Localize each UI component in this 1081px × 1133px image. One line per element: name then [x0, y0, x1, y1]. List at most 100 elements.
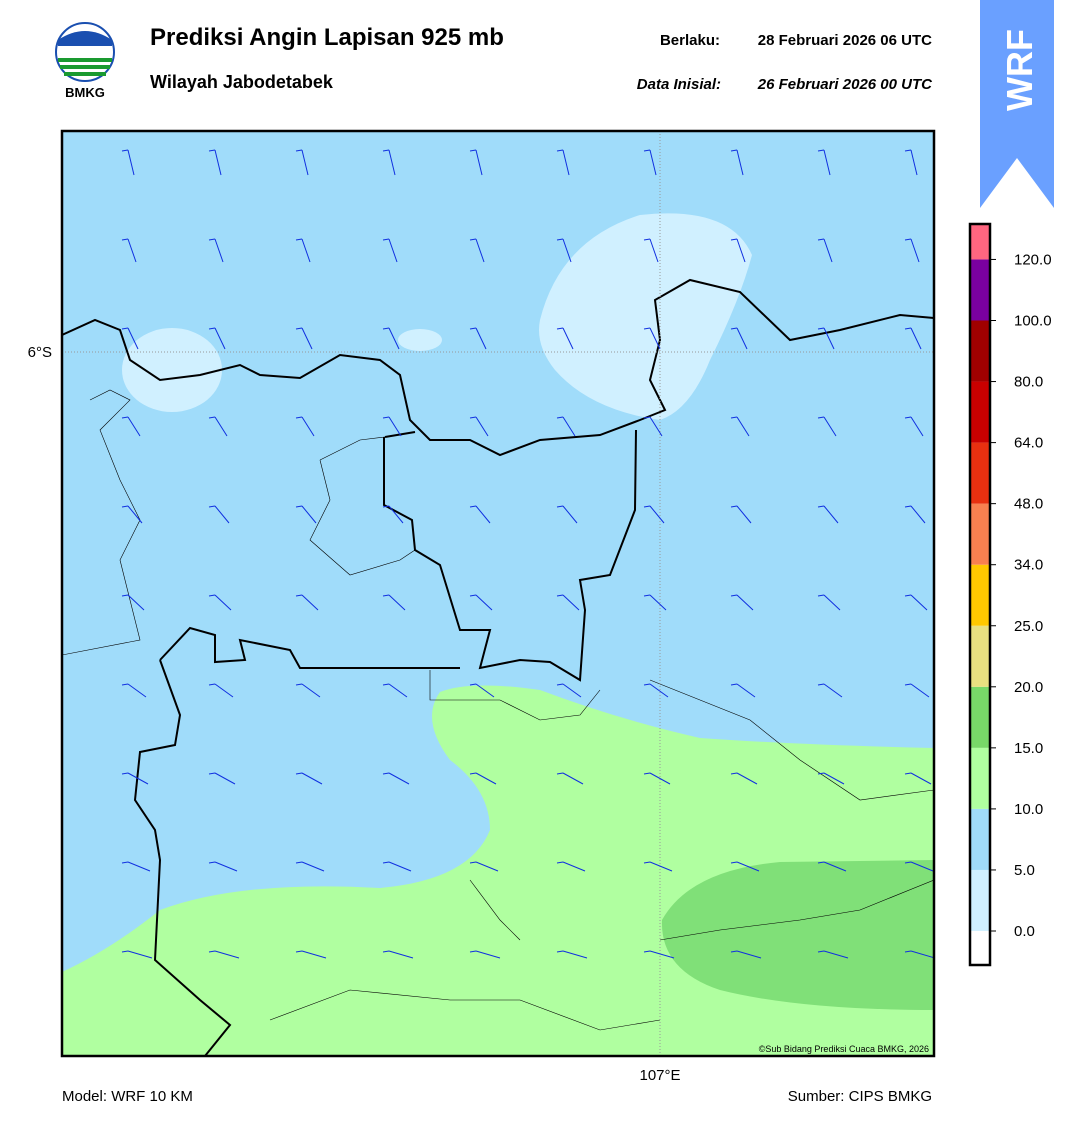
wind-barb	[904, 149, 918, 176]
wind-barb	[295, 149, 309, 176]
colorbar-segment	[970, 808, 990, 870]
colorbar-segment	[970, 259, 990, 321]
wind-barb	[730, 772, 758, 785]
subtitle: Wilayah Jabodetabek	[150, 72, 334, 92]
colorbar-segment	[970, 503, 990, 565]
wind-barb	[556, 772, 584, 785]
wind-barb	[295, 683, 321, 698]
wind-barb	[382, 950, 414, 959]
wind-barb	[904, 861, 934, 872]
wind-barb	[817, 594, 841, 611]
wind-barb	[904, 505, 926, 524]
wind-barb	[643, 861, 673, 872]
colorbar-label: 64.0	[1014, 435, 1043, 452]
wind-barb	[643, 416, 663, 437]
colorbar-segment	[970, 686, 990, 748]
wind-barb	[208, 950, 240, 959]
colorbar-label: 20.0	[1014, 679, 1043, 696]
wind-barb	[121, 683, 147, 698]
wind-barb	[904, 950, 934, 959]
wind-barb	[643, 772, 671, 785]
wind-barb	[382, 594, 406, 611]
wind-barb	[556, 416, 576, 437]
colorbar-segment	[970, 564, 990, 626]
wind-zone	[122, 328, 222, 412]
wind-barb	[121, 416, 141, 437]
init-label: Data Inisial:	[637, 76, 721, 93]
wind-barb	[904, 594, 928, 611]
colorbar-segment	[970, 442, 990, 504]
logo-green	[60, 65, 110, 69]
model: Model: WRF 10 KM	[62, 1088, 193, 1105]
wind-barb	[121, 505, 143, 524]
wind-barb	[469, 683, 495, 698]
wind-barb	[295, 327, 313, 350]
wind-barb	[469, 416, 489, 437]
colorbar-label: 34.0	[1014, 557, 1043, 574]
wind-barb	[643, 505, 665, 524]
wind-barb	[556, 594, 580, 611]
wind-barb	[382, 327, 400, 350]
wind-barb	[121, 861, 151, 872]
wind-barb	[208, 327, 226, 350]
colorbar-label: 15.0	[1014, 740, 1043, 757]
wind-zone	[539, 213, 752, 420]
wind-barb	[295, 594, 319, 611]
colorbar-label: 100.0	[1014, 313, 1052, 330]
colorbar-segment	[970, 869, 990, 931]
colorbar-frame	[968, 222, 992, 967]
map: ©Sub Bidang Prediksi Cuaca BMKG, 2026 6°…	[28, 129, 936, 1084]
wind-barb	[817, 772, 845, 785]
district-border	[62, 389, 934, 1031]
logo-green	[64, 72, 106, 76]
wind-barb	[469, 772, 497, 785]
wind-barb	[817, 505, 839, 524]
wind-barb	[121, 327, 139, 350]
coastline	[62, 278, 934, 457]
wind-barb	[730, 238, 746, 263]
colorbar-segment	[970, 625, 990, 687]
wind-barb	[208, 861, 238, 872]
wind-barb	[556, 950, 588, 959]
wind-barb	[469, 149, 483, 176]
wind-barb	[469, 594, 493, 611]
wind-barb	[730, 683, 756, 698]
wind-barb	[730, 416, 750, 437]
colorbar-label: 5.0	[1014, 862, 1035, 879]
wind-barb	[208, 149, 222, 176]
wind-barb	[730, 861, 760, 872]
wind-barb	[817, 149, 831, 176]
wind-barb	[643, 149, 657, 176]
wind-barb	[295, 861, 325, 872]
wind-barb	[295, 772, 323, 785]
wind-barb	[382, 683, 408, 698]
wind-barb	[295, 416, 315, 437]
wind-barb	[904, 416, 924, 437]
wind-barb	[556, 505, 578, 524]
wind-barb	[469, 327, 487, 350]
colorbar-label: 25.0	[1014, 618, 1043, 635]
badge	[980, 0, 1054, 208]
wind-barb	[556, 861, 586, 872]
wind-barb	[556, 149, 570, 176]
wind-barb	[730, 149, 744, 176]
wind-barb	[643, 683, 669, 698]
logo-text: BMKG	[65, 85, 105, 100]
wind-zone	[398, 329, 442, 351]
wind-barb	[382, 505, 404, 524]
wind-barb	[730, 505, 752, 524]
colorbar-label: 10.0	[1014, 801, 1043, 818]
wind-barb	[382, 149, 396, 176]
wind-barb	[817, 950, 849, 959]
wind-barb	[208, 505, 230, 524]
wind-zone	[661, 860, 934, 1010]
colorbar-segment	[970, 224, 990, 260]
wind-barb	[643, 594, 667, 611]
wind-barb	[904, 772, 932, 785]
badge-text: WRF	[999, 29, 1040, 111]
wind-barb	[730, 594, 754, 611]
wind-barb	[208, 772, 236, 785]
colorbar-segment	[970, 931, 990, 965]
wind-barb	[208, 238, 224, 263]
